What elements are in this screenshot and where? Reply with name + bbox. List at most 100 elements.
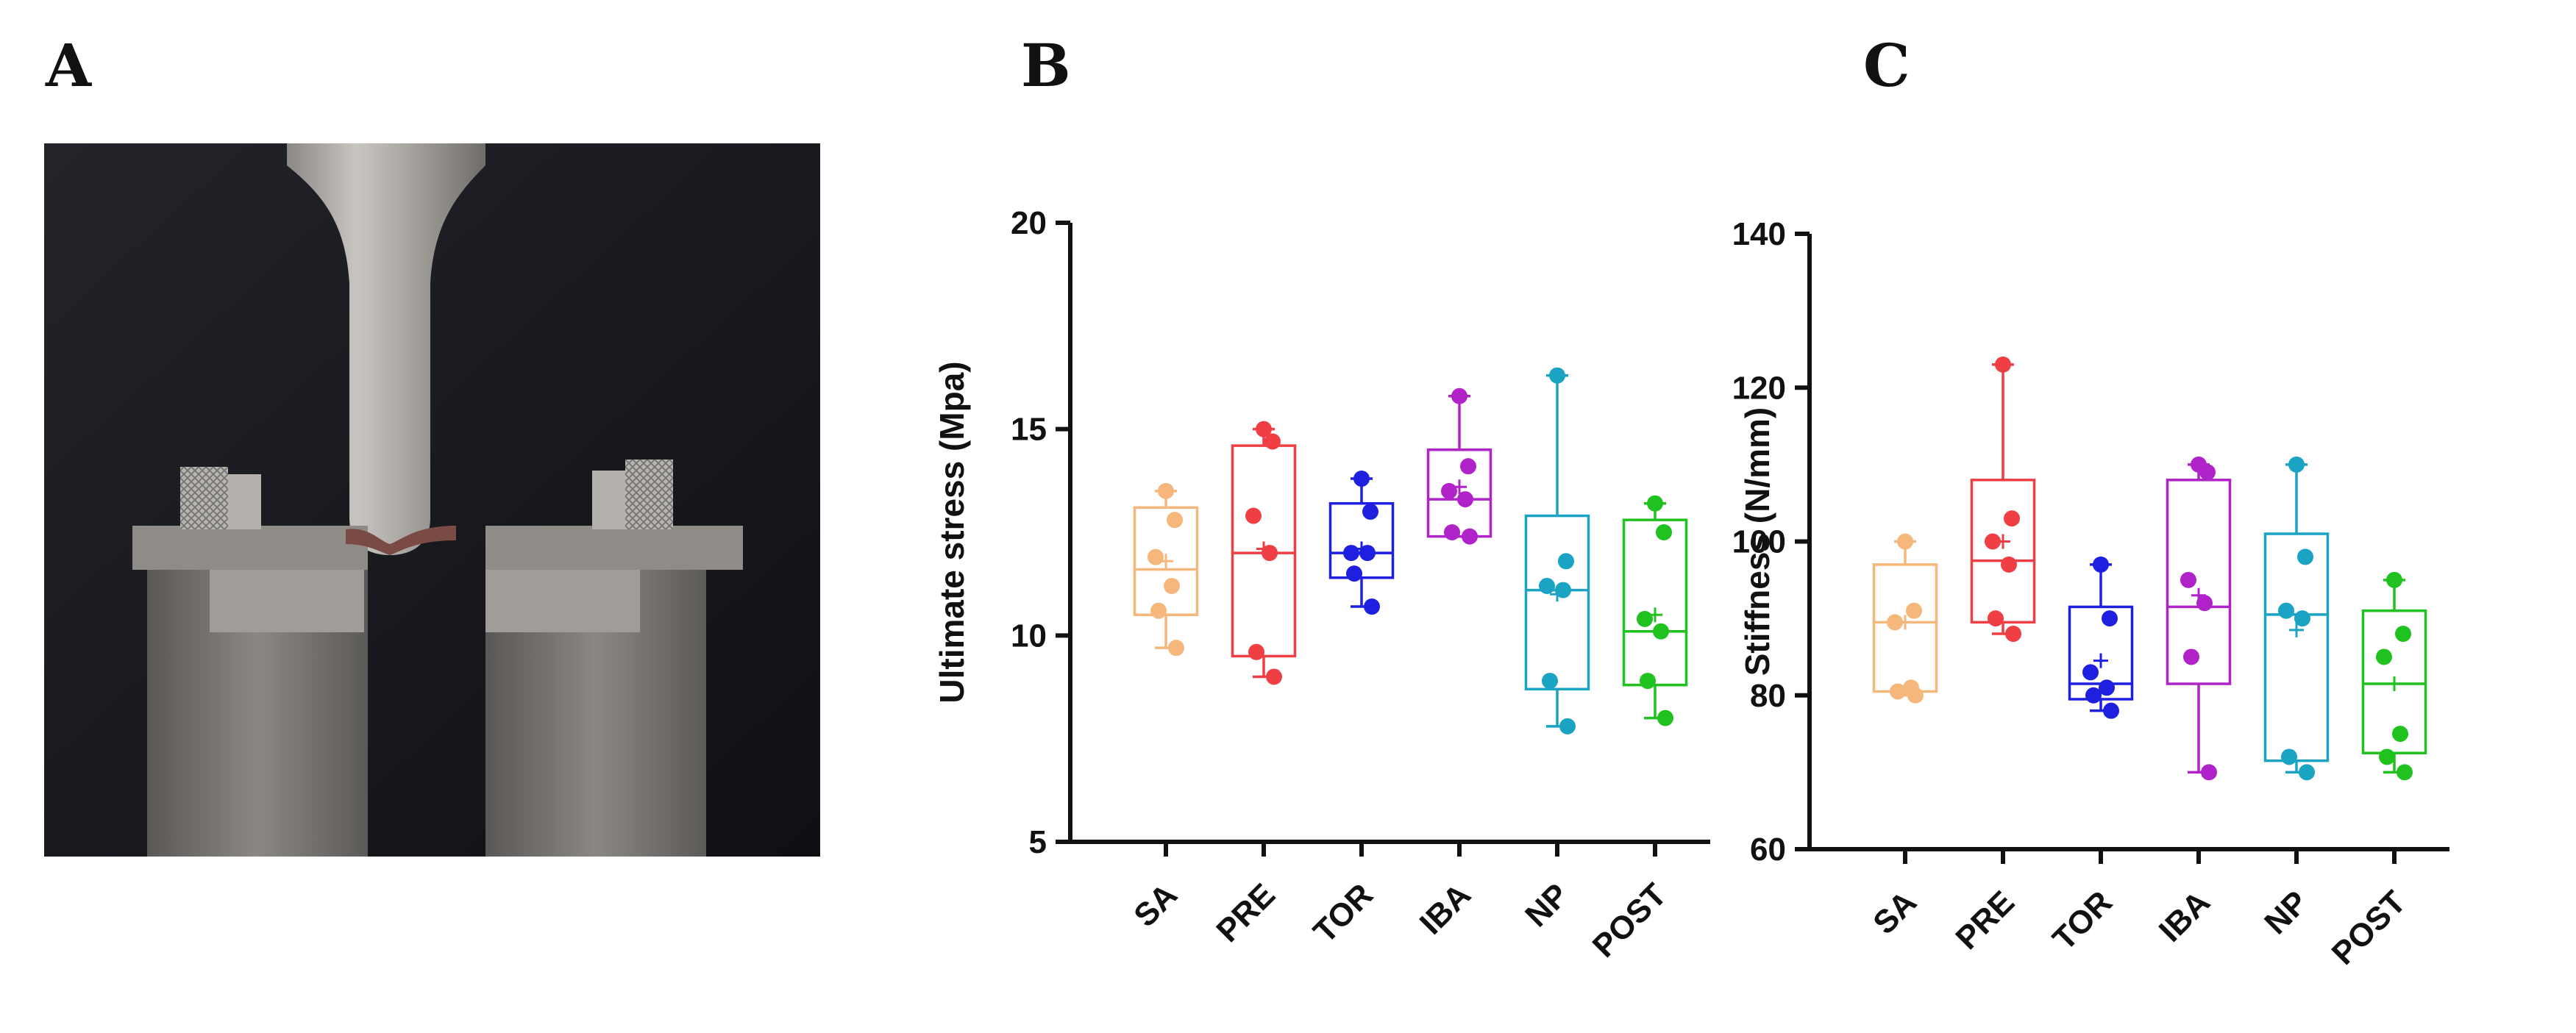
data-point (2103, 702, 2119, 719)
data-point (2297, 548, 2313, 565)
data-point (1444, 524, 1460, 540)
data-point (1988, 610, 2004, 627)
y-tick-label: 15 (1011, 412, 1047, 448)
data-point (2386, 571, 2402, 588)
data-point (1457, 491, 1473, 508)
data-point (1890, 683, 1906, 700)
data-point (1262, 545, 1278, 562)
right-knurled-screw (625, 460, 673, 529)
data-point (1364, 598, 1380, 615)
data-point (1451, 387, 1467, 404)
x-tick-label: IBA (1413, 876, 1478, 941)
x-tick-label: TOR (2046, 884, 2119, 957)
box-tor: TOR (1306, 471, 1395, 950)
x-tick-label: PRE (1949, 884, 2021, 957)
upper-grip-rod (287, 143, 485, 555)
y-tick-label: 60 (1750, 832, 1786, 868)
data-point (2288, 456, 2305, 473)
data-point (2004, 510, 2020, 527)
chart-ultimate-stress: 5 10 15 20 Ultimate stress (Mpa) SA PRE TOR IBA N… (933, 205, 1710, 965)
box-np: NP (2257, 456, 2330, 941)
data-point (2183, 648, 2199, 665)
data-point (2379, 748, 2395, 765)
data-point (1460, 458, 1476, 475)
data-point (1441, 482, 1457, 499)
mean-marker (2093, 653, 2108, 668)
data-point (1362, 503, 1378, 520)
x-tick-label: TOR (1306, 876, 1380, 950)
x-tick-label: IBA (2152, 884, 2217, 948)
data-point (1558, 553, 1574, 570)
iqr-box (2263, 532, 2330, 762)
mean-marker (2387, 676, 2402, 692)
data-point (1264, 433, 1281, 450)
panel-letter-a: A (46, 31, 92, 100)
x-tick-label: NP (2257, 884, 2315, 941)
data-point (2102, 610, 2118, 627)
data-point (2395, 626, 2411, 643)
data-point (2001, 556, 2017, 573)
data-point (1559, 718, 1576, 734)
data-point (1158, 482, 1174, 499)
y-tick-label: 20 (1011, 205, 1047, 241)
iqr-box (1426, 448, 1492, 538)
x-tick-label: NP (1518, 876, 1576, 934)
chart-stiffness: 60 80 100 120 140 Stiffness (N/mm) SA PRE TOR IBA… (1732, 216, 2449, 972)
data-point (2281, 748, 2297, 765)
data-point (1653, 623, 1669, 640)
iqr-box (1328, 501, 1395, 579)
box-pre: PRE (1949, 356, 2036, 957)
data-point (1897, 533, 1913, 550)
box-tor: TOR (2046, 556, 2134, 957)
data-point (1549, 367, 1565, 384)
box-pre: PRE (1209, 421, 1297, 949)
data-point (1150, 602, 1167, 619)
data-point (1656, 524, 1672, 540)
data-point (1539, 577, 1555, 594)
data-point (2093, 556, 2109, 573)
y-axis-title: Ultimate stress (Mpa) (933, 361, 971, 703)
x-tick-label: POST (2325, 884, 2413, 971)
data-point (2376, 648, 2392, 665)
iqr-box (1524, 514, 1590, 691)
data-point (1148, 548, 1164, 565)
data-point (1907, 687, 1924, 704)
data-point (1346, 565, 1362, 582)
data-point (1887, 614, 1903, 631)
panel-letter-c: C (1863, 31, 1910, 100)
data-point (2196, 595, 2213, 612)
data-point (2180, 571, 2196, 588)
data-point (2397, 764, 2413, 781)
box-sa: SA (1866, 533, 1938, 941)
data-point (1462, 528, 1478, 545)
data-point (2278, 602, 2294, 619)
data-point (1647, 495, 1663, 512)
box-iba: IBA (2152, 456, 2232, 949)
data-point (1248, 643, 1264, 660)
x-tick-label: POST (1586, 876, 1673, 964)
data-point (2085, 687, 2102, 704)
y-tick-label: 10 (1011, 618, 1047, 654)
x-tick-label: PRE (1209, 876, 1282, 949)
data-point (1985, 533, 2001, 550)
box-np: NP (1518, 367, 1590, 934)
iqr-box (1970, 479, 2036, 624)
data-point (1542, 673, 1558, 690)
x-tick-label: SA (1127, 876, 1184, 934)
left-clamp-plate (132, 526, 368, 570)
data-point (1343, 545, 1359, 562)
data-point (1640, 673, 1656, 690)
panel-letter-b: B (1021, 31, 1071, 100)
data-point (1256, 421, 1272, 437)
tendon-specimen (346, 526, 456, 555)
data-point (1167, 512, 1183, 529)
iqr-box (1133, 506, 1199, 617)
data-point (1995, 356, 2011, 373)
iqr-box (1231, 444, 1297, 658)
iqr-box (2068, 605, 2134, 701)
y-tick-label: 100 (1732, 524, 1786, 560)
data-point (2099, 679, 2115, 696)
x-tick-label: SA (1866, 884, 1924, 941)
mean-marker (2289, 622, 2304, 637)
